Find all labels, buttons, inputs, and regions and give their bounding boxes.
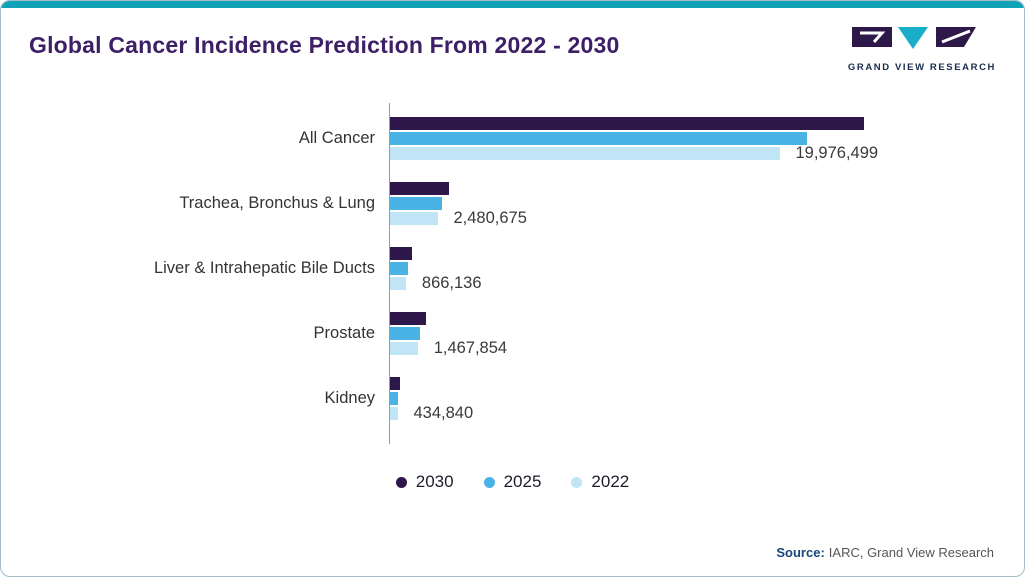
bar-group: 434,840 — [389, 377, 474, 422]
bar-line: 19,976,499 — [389, 144, 879, 162]
bar-2022 — [389, 277, 406, 290]
legend-item-2025: 2025 — [483, 472, 542, 492]
source-note: Source: IARC, Grand View Research — [776, 545, 994, 560]
bar-2022 — [389, 342, 418, 355]
legend-label: 2025 — [503, 472, 542, 491]
source-text: IARC, Grand View Research — [828, 545, 994, 560]
chart-row: All Cancer 19,976,499 — [29, 117, 1024, 162]
bar-line — [389, 182, 527, 195]
category-label: Trachea, Bronchus & Lung — [179, 194, 375, 212]
bar-2030 — [389, 312, 426, 325]
accent-bar — [1, 1, 1024, 8]
header: Global Cancer Incidence Prediction From … — [1, 8, 1024, 73]
bar-2030 — [389, 377, 400, 390]
bar-line — [389, 392, 473, 405]
chart-row: Prostate 1,467,854 — [29, 312, 1024, 357]
legend-label: 2030 — [415, 472, 454, 491]
bar-2022 — [389, 147, 780, 160]
bar-2025 — [389, 132, 808, 145]
bar-2025 — [389, 392, 399, 405]
bar-line — [389, 247, 482, 260]
source-label: Source: — [776, 545, 825, 560]
bar-line — [389, 132, 878, 145]
bar-chart: All Cancer 19,976,499 Trachea, Bronchus & … — [1, 103, 1024, 444]
legend-item-2022: 2022 — [571, 472, 629, 492]
category-label: Liver & Intrahepatic Bile Ducts — [153, 259, 375, 277]
bar-line — [389, 327, 507, 340]
chart-row: Liver & Intrahepatic Bile Ducts 866,136 — [29, 247, 1024, 292]
bar-line — [389, 262, 482, 275]
gvr-logo-icon — [851, 27, 976, 49]
legend-dot-icon — [395, 476, 407, 488]
y-axis-line — [389, 103, 390, 444]
chart-rows: All Cancer 19,976,499 Trachea, Bronchus & … — [29, 117, 1024, 422]
bar-line: 1,467,854 — [389, 339, 508, 357]
bar-line: 2,480,675 — [389, 209, 527, 227]
category-label: Kidney — [324, 389, 375, 407]
bar-line — [389, 197, 527, 210]
bar-group: 1,467,854 — [389, 312, 508, 357]
brand-logo-text: GRAND VIEW RESEARCH — [847, 62, 996, 73]
bar-2022 — [389, 407, 398, 420]
page-title: Global Cancer Incidence Prediction From … — [29, 32, 620, 58]
value-label: 866,136 — [421, 274, 482, 292]
bar-line — [389, 117, 878, 130]
bar-2030 — [389, 247, 412, 260]
bar-2022 — [389, 212, 438, 225]
value-label: 1,467,854 — [433, 339, 508, 357]
bar-group: 2,480,675 — [389, 182, 527, 227]
bar-line: 434,840 — [389, 404, 474, 422]
bar-2030 — [389, 117, 864, 130]
bar-group: 866,136 — [389, 247, 482, 292]
chart-row: Kidney 434,840 — [29, 377, 1024, 422]
brand-logo: GRAND VIEW RESEARCH — [848, 26, 996, 73]
value-label: 19,976,499 — [795, 144, 879, 162]
category-label: Prostate — [313, 324, 375, 342]
legend-item-2030: 2030 — [395, 472, 454, 492]
bar-2025 — [389, 327, 420, 340]
chart-row: Trachea, Bronchus & Lung 2,480,675 — [29, 182, 1024, 227]
category-label: All Cancer — [298, 129, 375, 147]
legend-dot-icon — [483, 476, 495, 488]
chart-legend: 2030 2025 2022 — [1, 472, 1024, 492]
bar-2025 — [389, 262, 408, 275]
bar-group: 19,976,499 — [389, 117, 879, 162]
bar-line — [389, 377, 473, 390]
bar-2030 — [389, 182, 449, 195]
legend-label: 2022 — [591, 472, 630, 491]
value-label: 434,840 — [413, 404, 474, 422]
legend-dot-icon — [571, 476, 583, 488]
value-label: 2,480,675 — [453, 209, 527, 227]
bar-line: 866,136 — [389, 274, 482, 292]
bar-line — [389, 312, 507, 325]
bar-2025 — [389, 197, 442, 210]
